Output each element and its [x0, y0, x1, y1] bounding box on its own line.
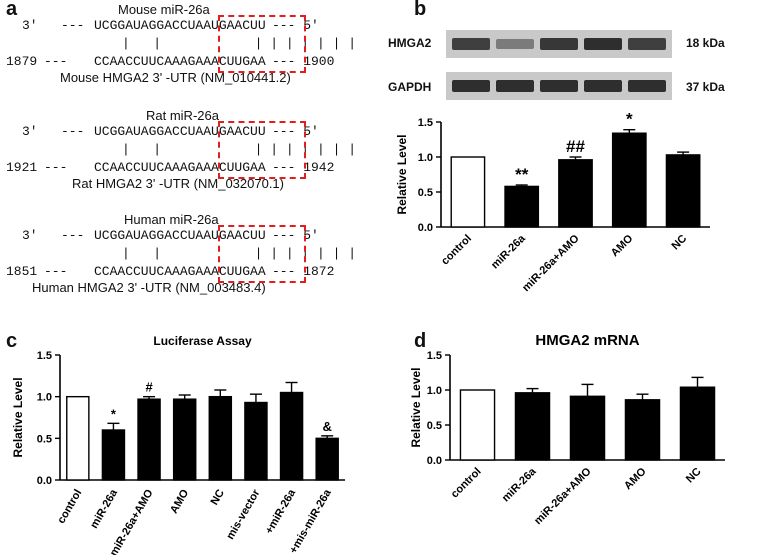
significance-marker: *	[626, 110, 633, 129]
blot-band	[496, 39, 534, 49]
mirna-prefix: 3' ---	[22, 228, 85, 243]
y-tick-label: 0.0	[418, 222, 433, 234]
blot-band	[452, 38, 490, 50]
bar	[624, 399, 661, 461]
x-tick-label: miR-26a+AMO	[532, 465, 594, 527]
mirna-suffix: --- 5'	[272, 124, 319, 139]
bar	[514, 392, 551, 461]
blot-size-gapdh: 37 kDa	[686, 80, 725, 94]
x-tick-label: control	[449, 466, 484, 501]
seed-highlight-box	[218, 225, 306, 283]
x-tick-label: miR-26a	[500, 465, 539, 504]
y-tick-label: 1.0	[37, 392, 52, 404]
mirna-title: Rat miR-26a	[146, 108, 219, 123]
panel-b-label: b	[414, 0, 427, 20]
chart-title: Luciferase Assay	[153, 334, 252, 348]
panel-c-label: c	[6, 330, 18, 352]
western-blot-gapdh	[446, 72, 672, 100]
blot-band	[628, 38, 666, 50]
mirna-prefix: 3' ---	[22, 18, 85, 33]
blot-band	[584, 38, 622, 50]
target-start: 1921	[6, 160, 38, 175]
mirna-title: Mouse miR-26a	[118, 2, 210, 17]
target-start: 1851	[6, 264, 38, 279]
significance-marker: **	[515, 165, 529, 184]
utr-label: Mouse HMGA2 3' -UTR (NM_010441.2)	[60, 70, 291, 85]
target-sequence: CCAACCUUCAAAGAAACUUGAA	[94, 264, 266, 279]
target-end: --- 1872	[272, 264, 335, 279]
chart-title: HMGA2 mRNA	[535, 332, 639, 349]
significance-marker: *	[111, 406, 117, 421]
mirna-prefix: 3' ---	[22, 124, 85, 139]
target-dashes: ---	[44, 54, 68, 69]
blot-band	[540, 80, 578, 92]
target-end: --- 1942	[272, 160, 335, 175]
target-sequence: CCAACCUUCAAAGAAACUUGAA	[94, 160, 266, 175]
y-tick-label: 0.5	[427, 420, 442, 432]
bar	[679, 386, 716, 461]
y-tick-label: 1.0	[418, 152, 433, 164]
significance-marker: &	[322, 419, 331, 434]
bar	[450, 156, 486, 228]
blot-band	[452, 80, 490, 92]
y-tick-label: 0.0	[427, 455, 442, 467]
y-tick-label: 1.0	[427, 385, 442, 397]
y-tick-label: 1.5	[427, 350, 442, 362]
y-axis-label: Relative Level	[409, 367, 423, 447]
y-tick-label: 0.5	[418, 187, 433, 199]
mirna-sequence: UCGGAUAGGACCUAAUGAACUU	[94, 228, 266, 243]
y-tick-label: 1.5	[37, 350, 52, 362]
target-end: --- 1900	[272, 54, 335, 69]
bar	[569, 395, 606, 461]
bar	[558, 159, 593, 228]
y-tick-label: 1.5	[418, 117, 433, 129]
target-sequence: CCAACCUUCAAAGAAACUUGAA	[94, 54, 266, 69]
blot-band	[496, 80, 534, 92]
mirna-suffix: --- 5'	[272, 228, 319, 243]
blot-band	[540, 38, 578, 50]
significance-marker: #	[145, 380, 153, 395]
blot-band	[628, 80, 666, 92]
significance-marker: ##	[566, 137, 585, 156]
target-start: 1879	[6, 54, 38, 69]
seed-highlight-box	[218, 15, 306, 73]
panel-a-label: a	[6, 0, 18, 20]
utr-label: Human HMGA2 3' -UTR (NM_003483.4)	[32, 280, 266, 295]
utr-label: Rat HMGA2 3' -UTR (NM_032070.1)	[72, 176, 284, 191]
x-tick-label: NC	[684, 466, 704, 486]
seed-highlight-box	[218, 121, 306, 179]
bar	[665, 154, 701, 228]
mirna-sequence: UCGGAUAGGACCUAAUGAACUU	[94, 18, 266, 33]
bar	[66, 395, 90, 481]
mirna-suffix: --- 5'	[272, 18, 319, 33]
mirna-sequence: UCGGAUAGGACCUAAUGAACUU	[94, 124, 266, 139]
blot-band	[584, 80, 622, 92]
target-dashes: ---	[44, 264, 68, 279]
y-axis-label: Relative Level	[11, 377, 25, 457]
x-tick-label: AMO	[622, 465, 649, 492]
western-blot-hmga2	[446, 30, 672, 58]
blot-label-gapdh: GAPDH	[388, 80, 432, 94]
mirna-title: Human miR-26a	[124, 212, 219, 227]
y-tick-label: 0.5	[37, 433, 52, 445]
blot-label-hmga2: HMGA2	[388, 36, 432, 50]
y-tick-label: 0.0	[37, 475, 52, 487]
panel-d-label: d	[414, 330, 427, 352]
bar	[459, 389, 496, 461]
y-axis-label: Relative Level	[395, 134, 409, 214]
target-dashes: ---	[44, 160, 68, 175]
blot-size-hmga2: 18 kDa	[686, 36, 725, 50]
